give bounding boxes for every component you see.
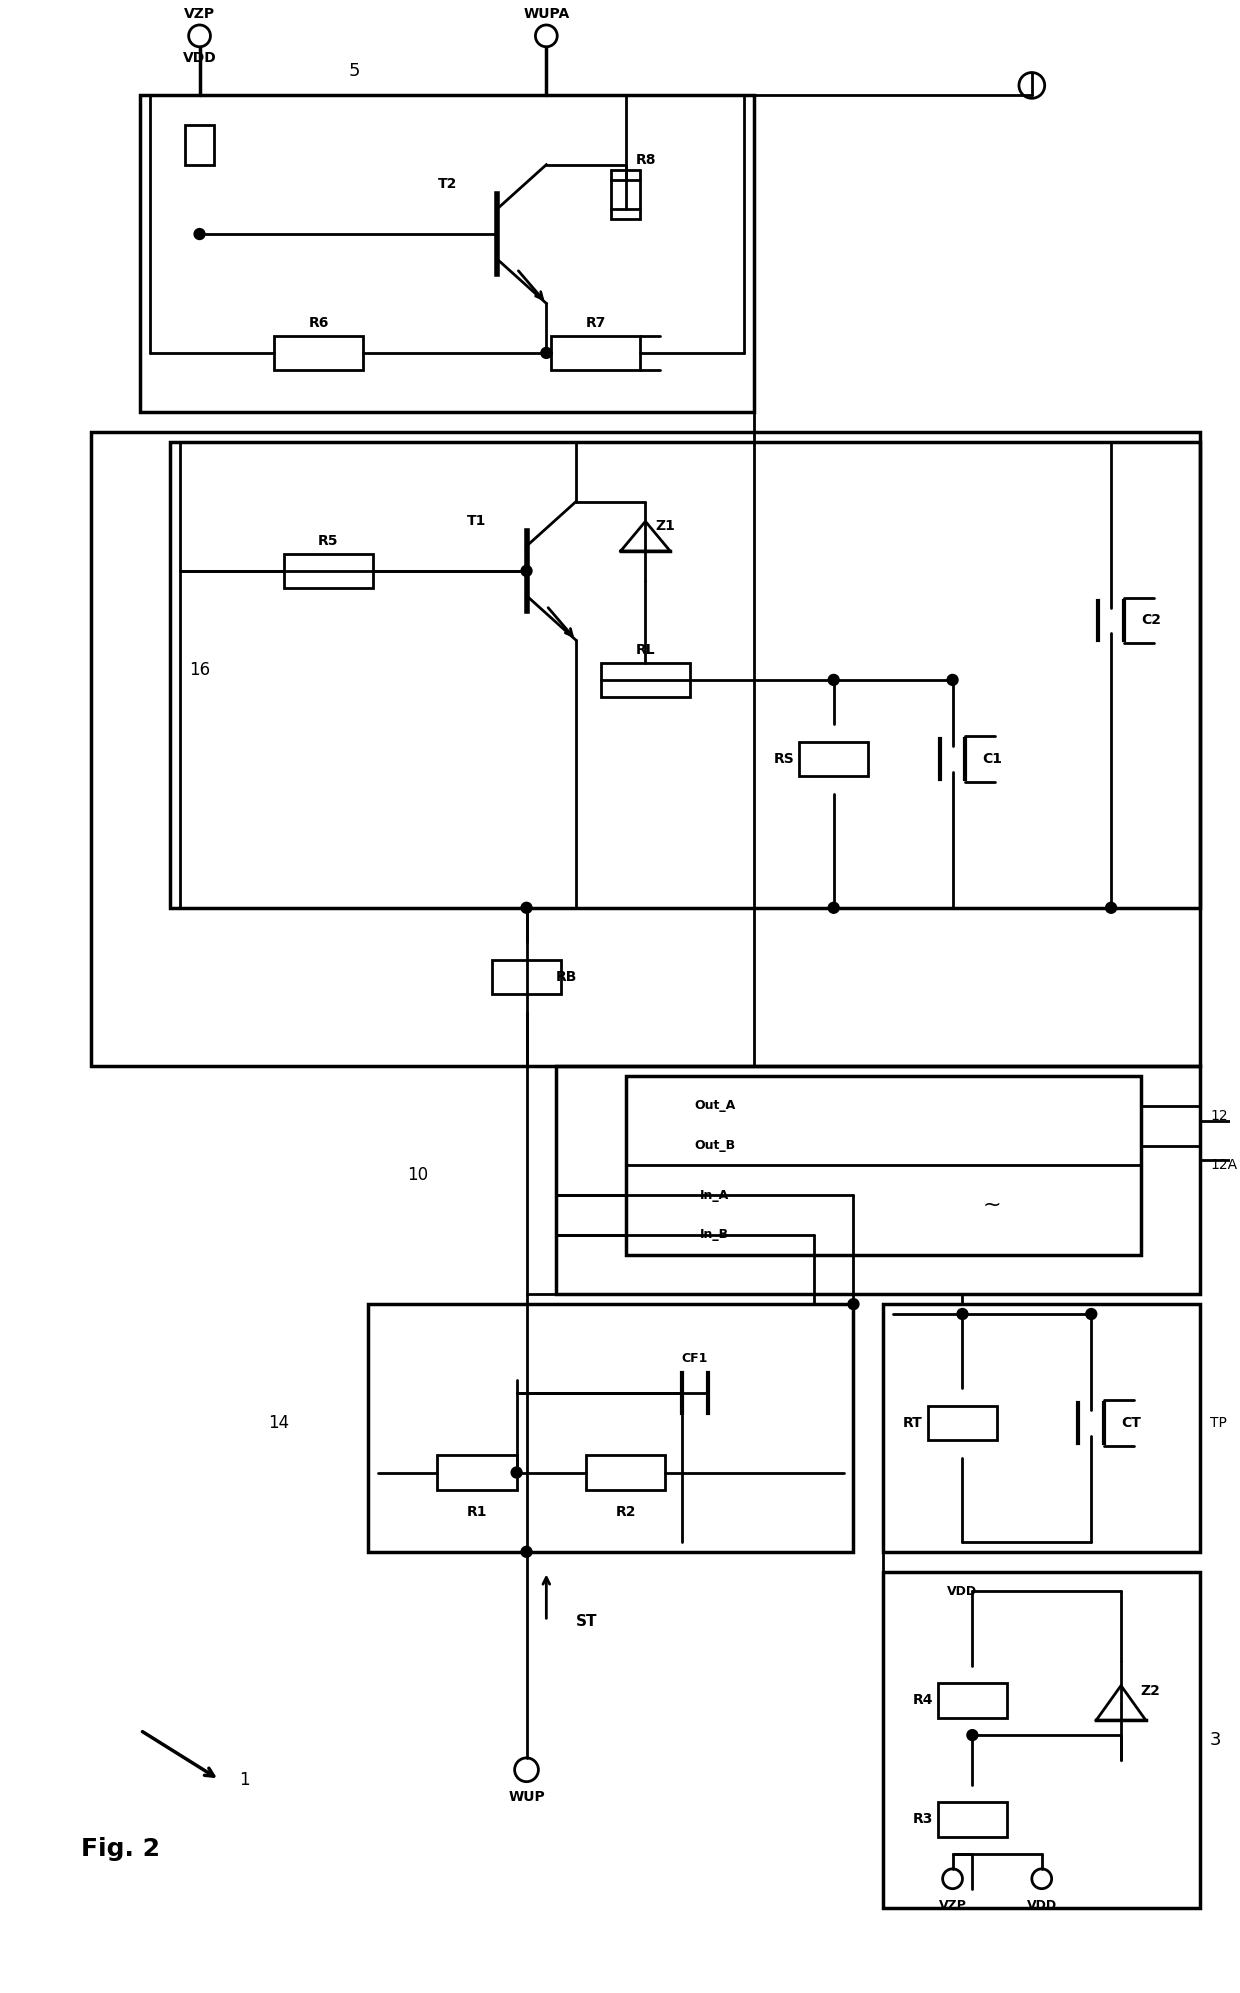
Text: C1: C1 [982,751,1002,765]
Bar [626,1166,1141,1254]
Text: T1: T1 [467,514,486,528]
Text: CF1: CF1 [682,1351,708,1365]
Circle shape [511,1467,522,1479]
Bar [883,1572,1200,1909]
Text: Z1: Z1 [655,520,676,534]
Circle shape [957,1309,968,1319]
Text: VZP: VZP [184,8,215,22]
Text: 16: 16 [188,662,210,680]
Circle shape [1032,1869,1052,1889]
Circle shape [521,903,532,913]
Bar [883,1303,1200,1553]
Text: Z2: Z2 [1141,1684,1161,1698]
Circle shape [515,1758,538,1782]
Text: WUP: WUP [508,1790,544,1804]
Bar [91,432,1200,1066]
Text: RB: RB [557,971,578,985]
Bar [937,1682,1007,1718]
Text: ~: ~ [983,1196,1002,1216]
Text: VZP: VZP [939,1899,966,1911]
Circle shape [1019,72,1045,98]
Text: R5: R5 [319,534,339,548]
Circle shape [947,674,959,686]
Text: RS: RS [774,751,795,765]
Text: VDD: VDD [182,50,217,64]
Text: CT: CT [1121,1415,1141,1431]
Text: R7: R7 [585,317,606,331]
Circle shape [828,674,839,686]
Text: In_A: In_A [701,1188,729,1202]
Text: ST: ST [577,1614,598,1628]
Bar [626,1076,1141,1254]
Circle shape [967,1730,978,1740]
Circle shape [828,903,839,913]
Text: 14: 14 [268,1413,289,1433]
Bar [799,741,868,777]
Bar [928,1405,997,1441]
Bar [438,1455,517,1491]
Bar [274,335,363,371]
Bar [284,554,373,588]
Bar [185,126,215,165]
Text: VDD: VDD [1027,1899,1056,1911]
Text: RT: RT [903,1415,923,1431]
Text: 5: 5 [348,62,360,80]
Text: Out_B: Out_B [694,1140,735,1152]
Bar [552,335,640,371]
Circle shape [942,1869,962,1889]
Circle shape [536,26,557,46]
Text: R6: R6 [309,317,329,331]
Text: T2: T2 [438,177,456,191]
Text: 3: 3 [1210,1732,1221,1750]
Circle shape [521,1547,532,1557]
Circle shape [188,26,211,46]
Text: 12A: 12A [1210,1158,1238,1172]
Bar [611,169,640,219]
Text: R3: R3 [913,1812,932,1826]
Text: WUPA: WUPA [523,8,569,22]
Text: In_B: In_B [701,1228,729,1242]
Circle shape [848,1299,859,1309]
Text: 10: 10 [407,1166,428,1184]
Text: R4: R4 [913,1694,932,1708]
Text: VDD: VDD [947,1584,977,1598]
Bar [601,662,689,698]
Text: R2: R2 [615,1505,636,1519]
Text: 1: 1 [239,1770,249,1788]
Text: 12: 12 [1210,1108,1228,1122]
Bar [587,1455,665,1491]
Bar [492,961,562,995]
Bar [937,1802,1007,1838]
Text: C2: C2 [1141,614,1161,628]
Circle shape [541,347,552,359]
Circle shape [1086,1309,1096,1319]
Text: Out_A: Out_A [694,1100,735,1112]
Text: RL: RL [636,644,655,658]
Bar [170,442,1200,907]
Text: R1: R1 [466,1505,487,1519]
Bar [140,96,754,413]
Text: Fig. 2: Fig. 2 [81,1838,160,1861]
Text: TP: TP [1210,1415,1228,1431]
Bar [368,1303,853,1553]
Circle shape [521,566,532,576]
Circle shape [195,229,205,239]
Text: R8: R8 [636,153,656,167]
Bar [557,1066,1200,1293]
Circle shape [1106,903,1116,913]
